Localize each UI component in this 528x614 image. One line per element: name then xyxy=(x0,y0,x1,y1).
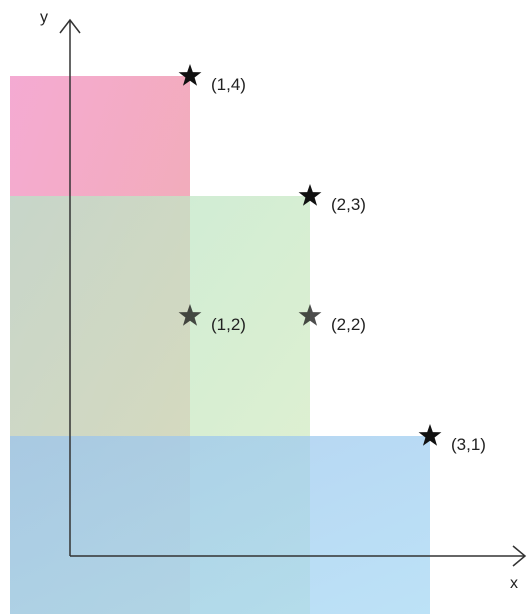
axes-layer: x y xyxy=(40,9,527,592)
star-icon xyxy=(418,424,442,446)
y-axis-label: y xyxy=(40,9,48,26)
points-layer: (1,4) (2,3) (1,2) (2,2) (3,1) xyxy=(178,64,486,454)
star-icon xyxy=(298,304,322,326)
blue-region xyxy=(10,436,430,614)
point-label: (1,2) xyxy=(211,315,246,334)
point-label: (2,2) xyxy=(331,315,366,334)
star-icon xyxy=(178,304,202,326)
point-label: (3,1) xyxy=(451,435,486,454)
y-axis-arrow-icon xyxy=(59,18,81,34)
point-label: (2,3) xyxy=(331,195,366,214)
star-icon xyxy=(178,64,202,86)
regions-layer xyxy=(10,76,430,614)
x-axis-label: x xyxy=(510,575,518,592)
point-label: (1,4) xyxy=(211,75,246,94)
x-axis-arrow-icon xyxy=(512,545,527,567)
star-icon xyxy=(298,184,322,206)
